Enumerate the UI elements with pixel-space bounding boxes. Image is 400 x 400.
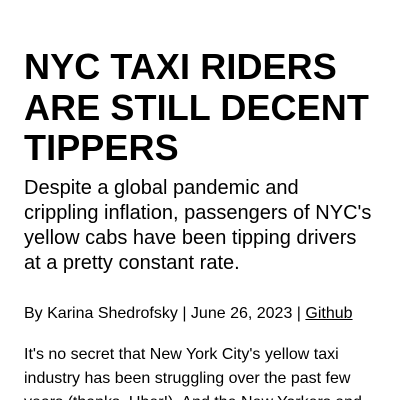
byline-separator: | [182,304,187,322]
byline-date: June 26, 2023 [190,304,293,322]
github-link[interactable]: Github [305,304,353,322]
article-body-paragraph: It's no secret that New York City's yell… [24,345,362,400]
byline-author: Karina Shedrofsky [47,304,178,322]
article-headline: NYC TAXI RIDERS ARE STILL DECENT TIPPERS [24,46,369,168]
article-subheadline: Despite a global pandemic and crippling … [24,176,372,274]
byline-prefix: By [24,304,43,322]
article-byline: By Karina Shedrofsky | June 26, 2023 | G… [24,303,376,325]
byline-separator: | [296,304,301,322]
